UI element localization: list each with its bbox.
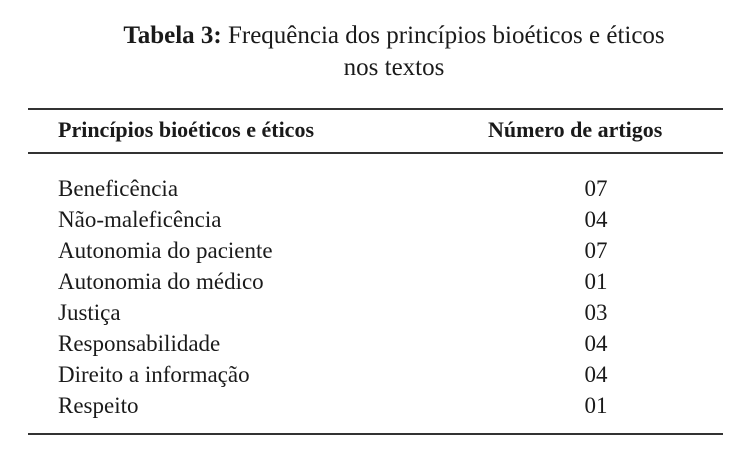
- article-count: 03: [584, 300, 608, 325]
- article-count: 01: [584, 393, 608, 418]
- principle-name: Responsabilidade: [58, 331, 221, 356]
- table-row: Não-maleficência 04: [58, 204, 708, 235]
- table-row: Direito a informação 04: [58, 359, 708, 390]
- article-count: 04: [584, 362, 608, 387]
- table-row: Autonomia do médico 01: [58, 266, 708, 297]
- table-row: Beneficência 07: [58, 173, 708, 204]
- principle-name: Respeito: [58, 393, 139, 418]
- article-count: 07: [584, 238, 608, 263]
- table-caption: Tabela 3: Frequência dos princípios bioé…: [0, 20, 749, 84]
- header-article-count: Número de artigos: [488, 117, 663, 142]
- article-count: 04: [584, 207, 608, 232]
- table-row: Justiça 03: [58, 297, 708, 328]
- header-rule: [28, 152, 723, 154]
- principle-name: Beneficência: [58, 176, 179, 201]
- article-count: 04: [584, 331, 608, 356]
- top-rule: [28, 108, 723, 110]
- principle-name: Autonomia do paciente: [58, 238, 273, 263]
- principle-name: Não-maleficência: [58, 207, 222, 232]
- caption-line-1: Tabela 3: Frequência dos princípios bioé…: [0, 20, 749, 52]
- table-body: Beneficência 07 Não-maleficência 04 Auto…: [58, 173, 708, 421]
- caption-title: Frequência dos princípios bioéticos e ét…: [227, 22, 665, 49]
- principle-name: Direito a informação: [58, 362, 250, 387]
- bottom-rule: [28, 433, 723, 435]
- table-row: Responsabilidade 04: [58, 328, 708, 359]
- principle-name: Autonomia do médico: [58, 269, 264, 294]
- caption-line-2: nos textos: [343, 54, 445, 81]
- article-count: 01: [584, 269, 608, 294]
- table-row: Respeito 01: [58, 390, 708, 421]
- principle-name: Justiça: [58, 300, 121, 325]
- header-principles: Princípios bioéticos e éticos: [58, 117, 315, 142]
- article-count: 07: [584, 176, 608, 201]
- caption-label: Tabela 3:: [123, 22, 222, 49]
- table-row: Autonomia do paciente 07: [58, 235, 708, 266]
